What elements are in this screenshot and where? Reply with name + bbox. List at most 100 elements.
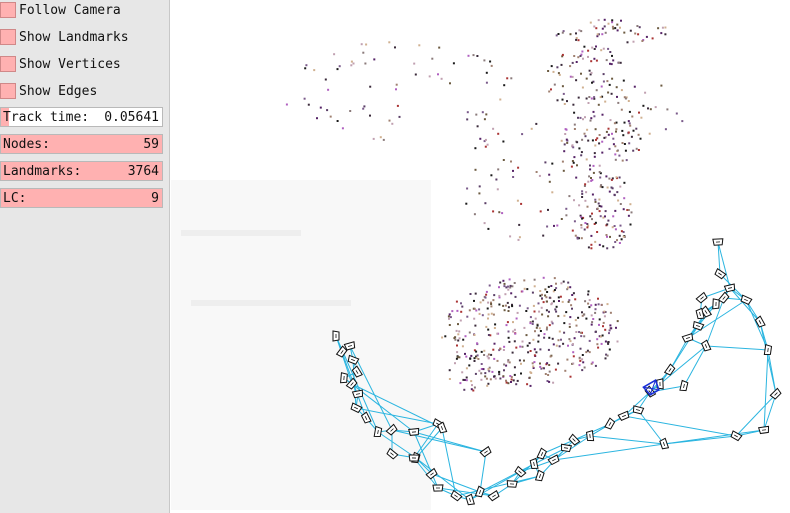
landmark-point [629,124,632,127]
landmark-point [609,324,612,327]
landmark-point [576,164,578,167]
landmark-point [587,290,590,293]
landmark-point [533,348,536,351]
landmark-point [454,336,457,339]
landmark-point [470,380,473,383]
landmark-point [590,117,593,120]
landmark-point [507,359,510,362]
landmark-point [562,280,565,283]
show-landmarks-checkbox[interactable]: Show Landmarks [0,27,129,47]
landmark-point [475,355,477,358]
lc-field[interactable]: LC: 9 [0,188,163,208]
keyframe-icon [712,238,724,246]
landmark-point [618,154,621,157]
landmark-point [587,180,590,183]
landmark-point [517,166,520,169]
landmark-point [587,102,590,104]
landmark-point [580,30,583,33]
landmark-point [560,282,563,285]
keyframe-icon [385,423,398,436]
landmark-point [572,362,575,365]
landmark-point [604,328,607,331]
landmark-point [484,145,487,148]
landmark-point [485,290,488,293]
landmark-point [606,303,609,306]
landmark-point [581,138,584,141]
landmark-point [577,237,580,240]
keyframe-icon [474,485,485,498]
landmark-point [492,127,495,130]
landmark-point [498,286,500,289]
checkbox-box[interactable] [0,56,16,72]
landmark-point [492,299,495,302]
landmark-point [512,176,515,178]
landmark-point [623,96,626,99]
landmark-point [597,103,600,106]
nodes-field[interactable]: Nodes: 59 [0,134,163,154]
keyframe-icon [425,467,438,480]
landmark-point [573,128,576,130]
landmark-point [661,26,664,29]
checkbox-box[interactable] [0,29,16,45]
landmark-point [605,175,608,178]
landmark-point [476,342,479,345]
landmark-point [616,29,619,32]
landmark-point [594,240,597,243]
checkbox-box[interactable] [0,2,16,18]
landmark-point [637,33,640,36]
landmark-point [473,386,476,389]
map-viewport[interactable] [171,0,790,513]
keyframe-icon [679,379,689,392]
landmark-point [484,138,487,141]
checkbox-box[interactable] [0,83,16,99]
landmark-point [487,317,489,320]
landmark-point [569,316,572,319]
landmarks-layer [285,18,684,392]
landmark-point [490,303,493,305]
keyframe-icon [408,454,420,462]
landmark-point [573,111,576,114]
show-edges-checkbox[interactable]: Show Edges [0,81,97,101]
landmark-point [556,66,559,69]
follow-camera-checkbox[interactable]: Follow Camera [0,0,121,20]
landmark-point [664,26,667,29]
keyframe-icon [757,425,770,435]
landmark-point [615,121,618,124]
landmark-point [608,177,611,180]
graph-edge [441,427,457,497]
landmark-point [602,245,605,248]
landmark-point [513,340,516,343]
landmark-point [581,354,584,356]
landmark-point [539,330,542,332]
landmarks-field[interactable]: Landmarks: 3764 [0,161,163,181]
landmark-point [490,312,493,315]
landmark-point [563,322,566,325]
landmark-point [557,315,560,318]
landmark-point [557,72,560,75]
landmark-point [578,147,581,150]
landmark-point [568,325,571,328]
landmark-point [510,292,513,295]
landmark-point [352,62,355,65]
landmark-point [547,208,549,211]
landmark-point [583,366,586,369]
show-vertices-checkbox[interactable]: Show Vertices [0,54,121,74]
landmark-point [350,60,353,63]
keyframe-icon [332,330,340,342]
track-time-field[interactable]: Track time: 0.05641 [0,107,163,127]
landmark-point [576,141,579,144]
landmark-point [553,289,556,291]
landmark-point [613,225,616,227]
landmark-point [463,379,466,381]
keyframe-icon [754,315,766,328]
landmark-point [545,296,548,299]
landmark-point [614,209,617,212]
landmark-point [606,223,609,226]
landmark-point [473,307,476,310]
control-panel: Follow Camera Show Landmarks Show Vertic… [0,0,170,513]
landmark-point [591,321,594,324]
landmark-point [560,218,563,220]
landmark-point [580,224,583,226]
landmark-point [608,190,611,193]
landmark-point [577,316,580,319]
